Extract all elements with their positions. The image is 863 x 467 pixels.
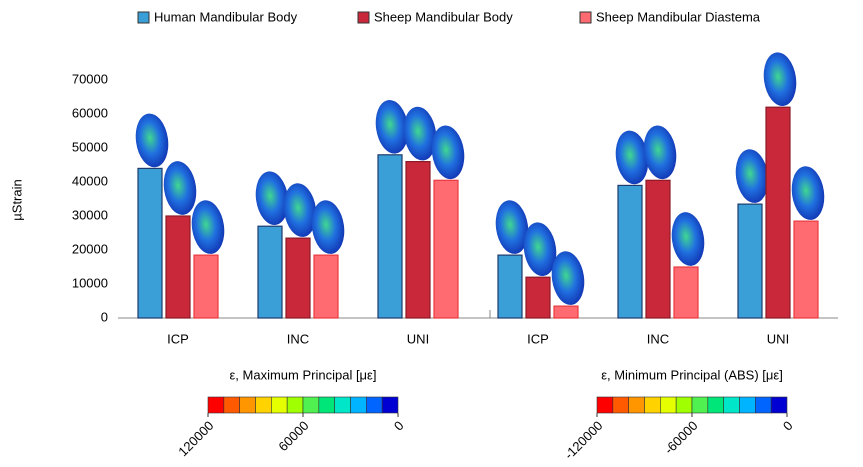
colorbar-cell bbox=[755, 396, 772, 414]
colorbar-cell bbox=[366, 396, 383, 414]
colorbar-cell bbox=[223, 396, 240, 414]
bone-image bbox=[255, 171, 289, 226]
bar bbox=[525, 276, 551, 319]
bar bbox=[193, 254, 219, 319]
colorbar-cell bbox=[596, 396, 614, 414]
bone-image bbox=[735, 149, 769, 203]
legend-label: Human Mandibular Body bbox=[154, 9, 298, 24]
bar bbox=[765, 106, 791, 319]
colorbar-title: ε, Minimum Principal (ABS) [με] bbox=[601, 367, 783, 382]
colorbar-cell bbox=[612, 396, 629, 414]
x-tick-label: ICP bbox=[527, 331, 549, 346]
y-tick-label: 0 bbox=[101, 309, 108, 324]
bar bbox=[433, 179, 459, 319]
bar bbox=[617, 184, 643, 319]
colorbar-cell bbox=[770, 396, 788, 414]
colorbar-tick-label: -120000 bbox=[561, 418, 605, 462]
colorbar-cell bbox=[350, 396, 367, 414]
bar bbox=[793, 220, 819, 319]
bone-image bbox=[643, 125, 677, 180]
bone-image bbox=[403, 106, 437, 161]
bar bbox=[497, 254, 523, 319]
legend-swatch bbox=[137, 11, 150, 24]
x-tick-label: ICP bbox=[167, 331, 189, 346]
bone-image bbox=[523, 222, 557, 277]
bar bbox=[377, 154, 403, 319]
y-tick-label: 70000 bbox=[72, 71, 108, 86]
colorbar-cell bbox=[644, 396, 661, 414]
bone-image bbox=[763, 52, 797, 107]
legend-swatch bbox=[357, 11, 370, 24]
y-tick-label: 40000 bbox=[72, 173, 108, 188]
y-tick-label: 60000 bbox=[72, 105, 108, 120]
colorbar-cell bbox=[691, 396, 709, 414]
bar bbox=[673, 266, 699, 319]
y-tick-label: 50000 bbox=[72, 139, 108, 154]
x-tick-label: INC bbox=[647, 331, 669, 346]
bone-image bbox=[163, 161, 197, 215]
colorbar-cell bbox=[707, 396, 724, 414]
bone-image bbox=[191, 200, 225, 254]
colorbar-cell bbox=[723, 396, 740, 414]
bone-image bbox=[495, 200, 529, 254]
colorbar-cell bbox=[381, 396, 399, 414]
y-tick-label: 10000 bbox=[72, 275, 108, 290]
colorbar-cell bbox=[739, 396, 756, 414]
colorbar-tick-label: -60000 bbox=[661, 418, 700, 457]
legend-label: Sheep Mandibular Diastema bbox=[596, 9, 761, 24]
colorbar-cell bbox=[286, 396, 304, 414]
x-tick-label: UNI bbox=[767, 331, 789, 346]
colorbar-cell bbox=[207, 396, 225, 414]
y-tick-label: 30000 bbox=[72, 207, 108, 222]
colorbar-cell bbox=[255, 396, 272, 414]
bar bbox=[285, 237, 311, 319]
colorbar-cell bbox=[660, 396, 677, 414]
colorbar-title: ε, Maximum Principal [με] bbox=[230, 367, 377, 382]
colorbar-cell bbox=[675, 396, 693, 414]
bone-image bbox=[615, 130, 649, 185]
bone-image bbox=[311, 200, 345, 254]
bone-image bbox=[551, 251, 585, 305]
colorbar-cell bbox=[302, 396, 320, 414]
bar bbox=[165, 215, 191, 319]
colorbar-cell bbox=[239, 396, 256, 414]
colorbar-cell bbox=[318, 396, 335, 414]
bone-image bbox=[283, 183, 317, 237]
colorbar-tick-label: 0 bbox=[391, 418, 407, 434]
colorbar-tick-label: 0 bbox=[780, 418, 796, 434]
bar bbox=[553, 305, 579, 319]
bone-image bbox=[135, 113, 169, 168]
bone-image bbox=[431, 125, 465, 180]
x-tick-label: INC bbox=[287, 331, 309, 346]
legend-label: Sheep Mandibular Body bbox=[374, 9, 513, 24]
bar bbox=[313, 254, 339, 319]
y-tick-label: 20000 bbox=[72, 241, 108, 256]
x-tick-label: UNI bbox=[407, 331, 429, 346]
legend-swatch bbox=[579, 11, 592, 24]
colorbar-tick-label: 120000 bbox=[175, 418, 216, 459]
y-axis-label: µStrain bbox=[9, 179, 24, 220]
colorbar-tick-label: 60000 bbox=[275, 418, 311, 454]
bar bbox=[645, 179, 671, 319]
bone-image bbox=[375, 99, 409, 154]
bar bbox=[405, 161, 431, 319]
bone-image bbox=[671, 212, 705, 266]
bone-image bbox=[791, 166, 825, 220]
bar bbox=[137, 167, 163, 319]
bar bbox=[737, 203, 763, 319]
colorbar-cell bbox=[628, 396, 645, 414]
colorbar-cell bbox=[271, 396, 288, 414]
colorbar-cell bbox=[334, 396, 351, 414]
bar bbox=[257, 225, 283, 319]
